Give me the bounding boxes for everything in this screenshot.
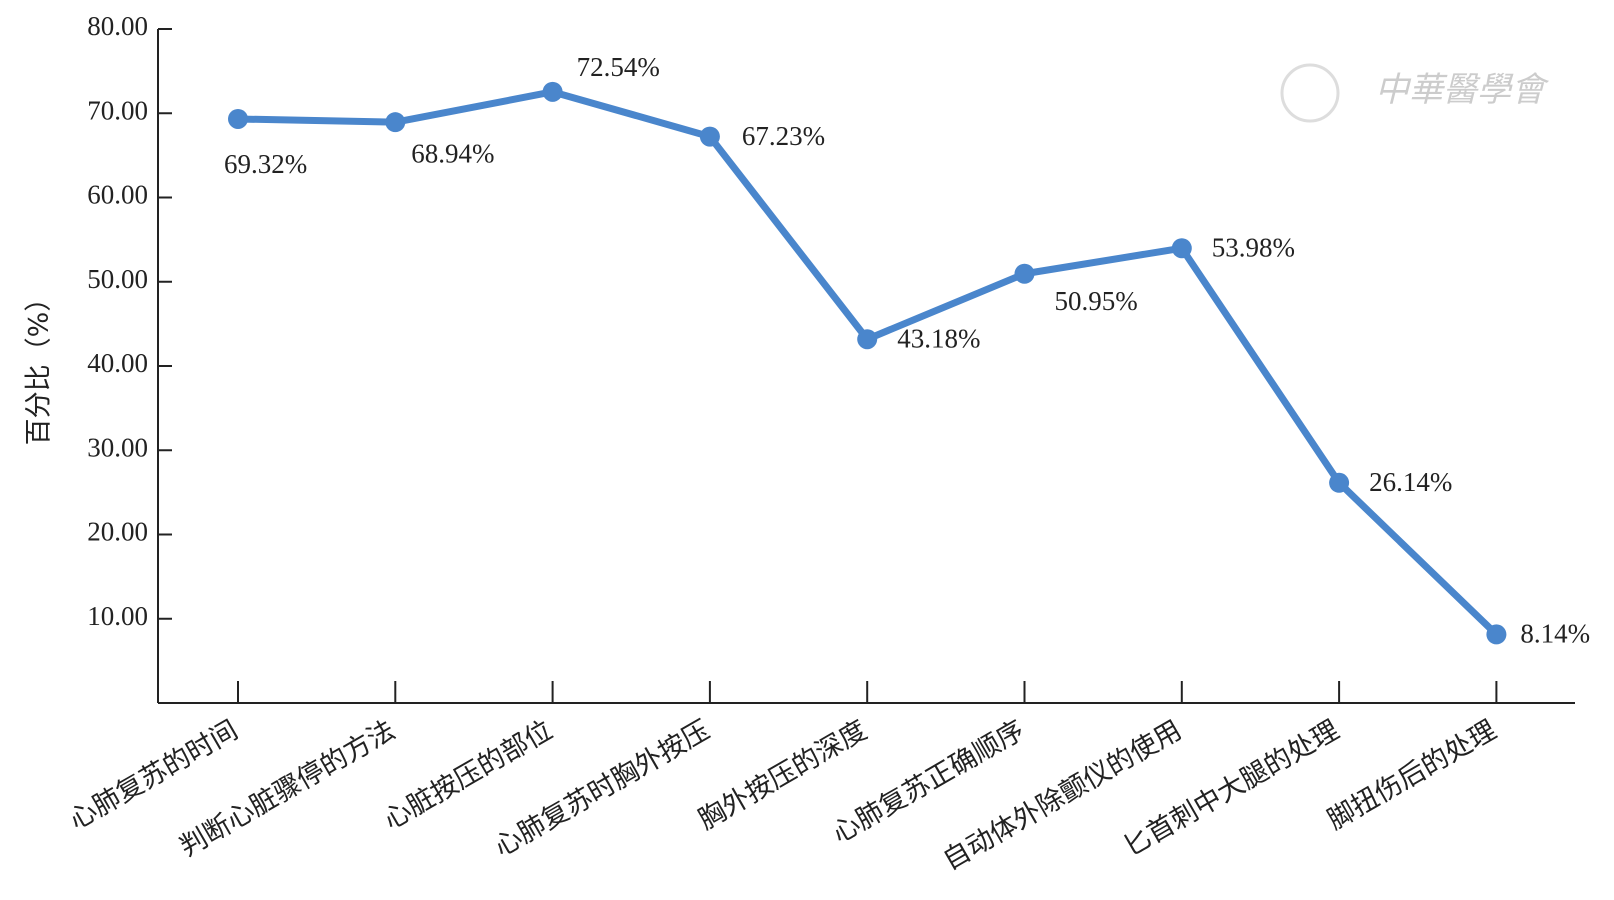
y-tick-label: 50.00 bbox=[87, 264, 148, 294]
value-label: 8.14% bbox=[1520, 619, 1590, 649]
y-axis-label: 百分比（%） bbox=[24, 285, 55, 446]
point bbox=[385, 112, 406, 133]
point bbox=[857, 329, 878, 350]
point bbox=[1171, 238, 1192, 259]
y-tick-label: 10.00 bbox=[87, 601, 148, 631]
point bbox=[228, 108, 248, 129]
y-tick-label: 30.00 bbox=[87, 432, 148, 462]
value-label: 68.94% bbox=[411, 138, 494, 168]
y-tick-label: 20.00 bbox=[87, 517, 148, 547]
watermark: 中華醫學會 bbox=[1375, 72, 1550, 109]
value-label: 43.18% bbox=[897, 323, 980, 353]
x-tick-label: 脚扭伤后的处理 bbox=[1322, 715, 1501, 836]
point bbox=[699, 126, 720, 147]
watermark-logo bbox=[1280, 63, 1340, 123]
value-label: 67.23% bbox=[742, 121, 825, 151]
value-label: 53.98% bbox=[1212, 232, 1295, 262]
y-tick-label: 60.00 bbox=[87, 180, 148, 210]
value-label: 50.95% bbox=[1055, 286, 1138, 316]
value-label: 26.14% bbox=[1369, 467, 1452, 497]
line bbox=[237, 88, 1499, 637]
y-tick-label: 70.00 bbox=[87, 95, 148, 125]
point bbox=[1329, 472, 1350, 493]
value-label: 72.54% bbox=[577, 52, 660, 82]
y-tick-label: 40.00 bbox=[87, 348, 148, 378]
point bbox=[1486, 624, 1507, 645]
point bbox=[542, 81, 563, 102]
value-label: 69.32% bbox=[224, 149, 307, 179]
y-tick-label: 80.00 bbox=[87, 11, 148, 41]
point bbox=[1014, 263, 1035, 284]
